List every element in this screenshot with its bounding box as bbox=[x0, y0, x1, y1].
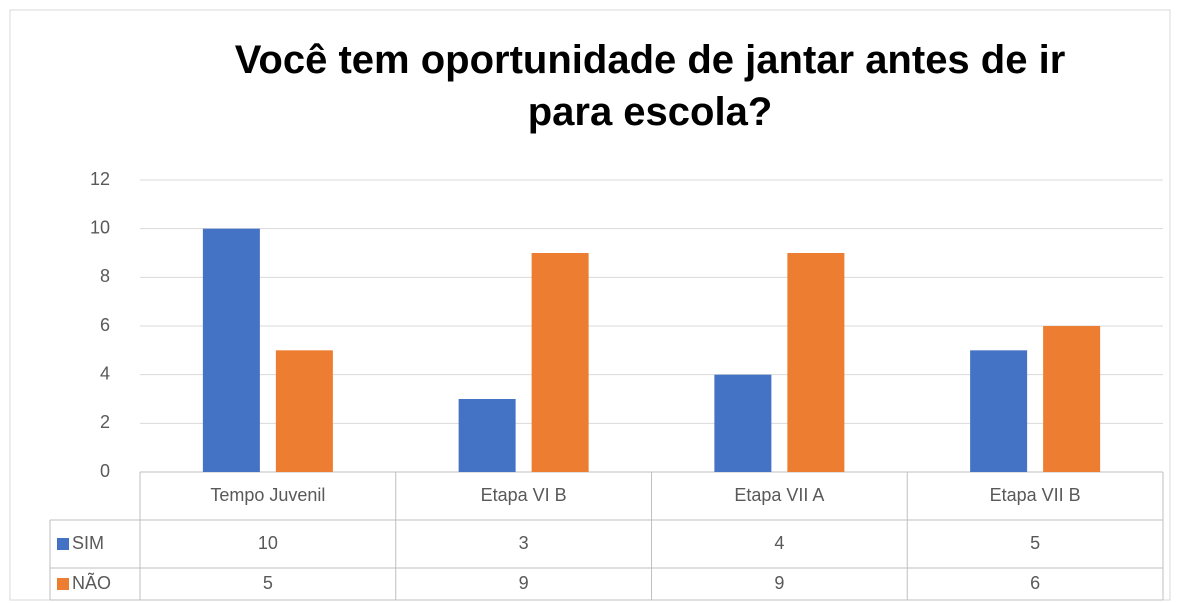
bar bbox=[970, 350, 1028, 472]
x-tick-label: Etapa VI B bbox=[481, 485, 567, 505]
bar bbox=[275, 350, 333, 472]
y-tick-label: 6 bbox=[100, 315, 110, 335]
y-tick-label: 4 bbox=[100, 363, 110, 383]
table-value: 6 bbox=[1030, 573, 1040, 593]
table-value: 10 bbox=[258, 533, 278, 553]
bar bbox=[1043, 326, 1101, 472]
table-value: 9 bbox=[774, 573, 784, 593]
y-tick-label: 2 bbox=[100, 412, 110, 432]
bar bbox=[458, 399, 516, 472]
legend-swatch bbox=[57, 578, 69, 590]
table-value: 3 bbox=[519, 533, 529, 553]
x-tick-label: Etapa VII A bbox=[734, 485, 824, 505]
bar bbox=[202, 228, 260, 472]
y-tick-label: 0 bbox=[100, 461, 110, 481]
chart-title: Você tem oportunidade de jantar antes de… bbox=[234, 38, 1066, 134]
legend-swatch bbox=[57, 538, 69, 550]
y-tick-label: 12 bbox=[90, 169, 110, 189]
table-value: 9 bbox=[519, 573, 529, 593]
table-value: 4 bbox=[774, 533, 784, 553]
legend-label: NÃO bbox=[72, 572, 111, 593]
bar bbox=[714, 374, 772, 472]
legend-label: SIM bbox=[72, 533, 104, 553]
table-value: 5 bbox=[1030, 533, 1040, 553]
table-value: 5 bbox=[263, 573, 273, 593]
y-tick-label: 8 bbox=[100, 266, 110, 286]
x-tick-label: Tempo Juvenil bbox=[210, 485, 325, 505]
x-tick-label: Etapa VII B bbox=[990, 485, 1081, 505]
bar bbox=[787, 253, 845, 472]
bar bbox=[531, 253, 589, 472]
y-tick-label: 10 bbox=[90, 217, 110, 237]
